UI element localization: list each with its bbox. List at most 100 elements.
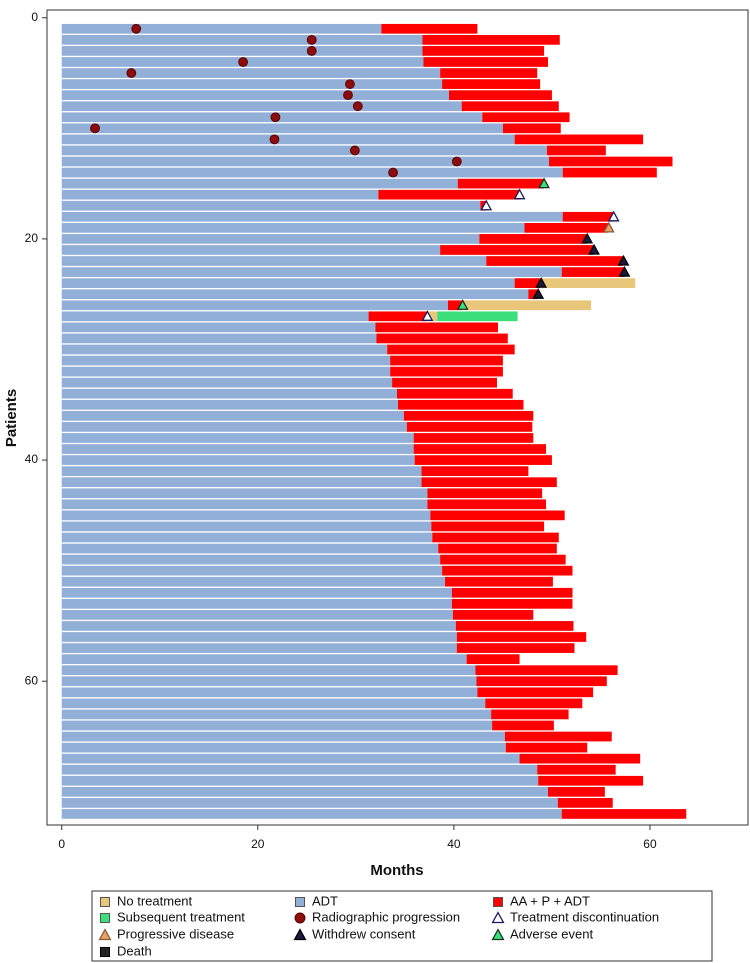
segment: [61, 156, 549, 167]
event-marker: [513, 188, 526, 200]
legend-label: Subsequent treatment: [117, 909, 245, 924]
segment: [61, 377, 393, 388]
event-marker: [538, 177, 550, 189]
segment: [61, 488, 428, 499]
segment: [61, 764, 538, 775]
segment: [61, 211, 563, 222]
segment: [538, 775, 644, 786]
y-axis-label: Patients: [3, 389, 20, 447]
segment: [61, 676, 477, 687]
event-marker: [618, 265, 631, 277]
event-marker: [581, 232, 594, 244]
segment: [61, 731, 505, 742]
segment: [61, 753, 520, 764]
segment: [61, 189, 379, 200]
event-marker: [126, 68, 137, 78]
segment: [61, 643, 457, 653]
segment: [448, 90, 552, 101]
legend-symbol: [491, 928, 505, 941]
segment: [432, 532, 559, 543]
event-marker: [388, 167, 398, 178]
segment: [381, 23, 478, 34]
x-axis-label: Months: [370, 862, 423, 879]
segment: [61, 510, 431, 521]
event-marker: [588, 243, 600, 255]
event-marker: [535, 276, 548, 288]
segment: [390, 366, 503, 377]
segment: [61, 742, 506, 753]
segment: [61, 455, 415, 465]
segment: [61, 399, 398, 410]
segment: [437, 311, 518, 322]
segment: [61, 532, 433, 543]
segment: [61, 565, 443, 576]
segment: [440, 245, 595, 255]
segment: [376, 333, 508, 344]
segment: [427, 488, 543, 499]
segment: [537, 764, 616, 775]
segment: [61, 775, 539, 786]
event-marker: [345, 79, 355, 89]
segment: [61, 300, 448, 311]
segment: [61, 289, 529, 300]
segment: [387, 344, 515, 355]
event-marker: [306, 34, 317, 45]
segment: [466, 654, 520, 664]
legend-symbol: [100, 897, 110, 907]
segment: [477, 687, 594, 698]
segment: [422, 34, 560, 45]
segment: [61, 786, 548, 797]
segment: [442, 79, 541, 89]
segment: [414, 455, 552, 465]
segment: [390, 355, 503, 366]
y-tick-label: 20: [25, 231, 39, 245]
event-marker: [607, 210, 620, 222]
event-marker: [131, 23, 142, 34]
segment: [61, 278, 515, 289]
segment: [502, 123, 561, 134]
segment: [61, 466, 422, 476]
segment: [61, 687, 478, 698]
segment: [61, 178, 458, 189]
segment: [61, 665, 476, 676]
segment: [403, 410, 534, 421]
event-marker: [306, 46, 317, 56]
segment: [476, 676, 607, 687]
segment: [423, 57, 548, 67]
legend-label: AA + P + ADT: [510, 893, 590, 908]
segment: [406, 422, 533, 432]
segment: [548, 156, 673, 167]
x-tick-label: 40: [447, 837, 461, 851]
segment: [440, 68, 538, 78]
segment: [486, 256, 623, 266]
segment: [61, 698, 486, 709]
segment: [455, 621, 574, 631]
segment: [561, 267, 625, 277]
segment: [61, 200, 481, 211]
segment: [461, 101, 559, 112]
segment: [375, 322, 498, 333]
segment: [519, 753, 641, 764]
segment: [61, 222, 525, 233]
event-marker: [532, 288, 545, 299]
segment: [61, 621, 456, 631]
event-marker: [602, 221, 615, 233]
segment: [61, 798, 558, 808]
segment: [61, 344, 388, 355]
segment: [61, 123, 503, 134]
segment: [475, 665, 618, 676]
segment: [421, 477, 557, 488]
segment: [561, 809, 687, 819]
segment: [61, 433, 414, 443]
segment: [61, 333, 377, 344]
segment: [61, 410, 404, 421]
segment: [461, 300, 592, 311]
segment: [492, 720, 554, 731]
y-tick-label: 60: [25, 673, 39, 687]
segment: [528, 289, 538, 300]
segment: [61, 543, 439, 554]
x-tick-label: 0: [58, 837, 65, 851]
segment: [61, 587, 452, 598]
segment: [514, 134, 644, 145]
